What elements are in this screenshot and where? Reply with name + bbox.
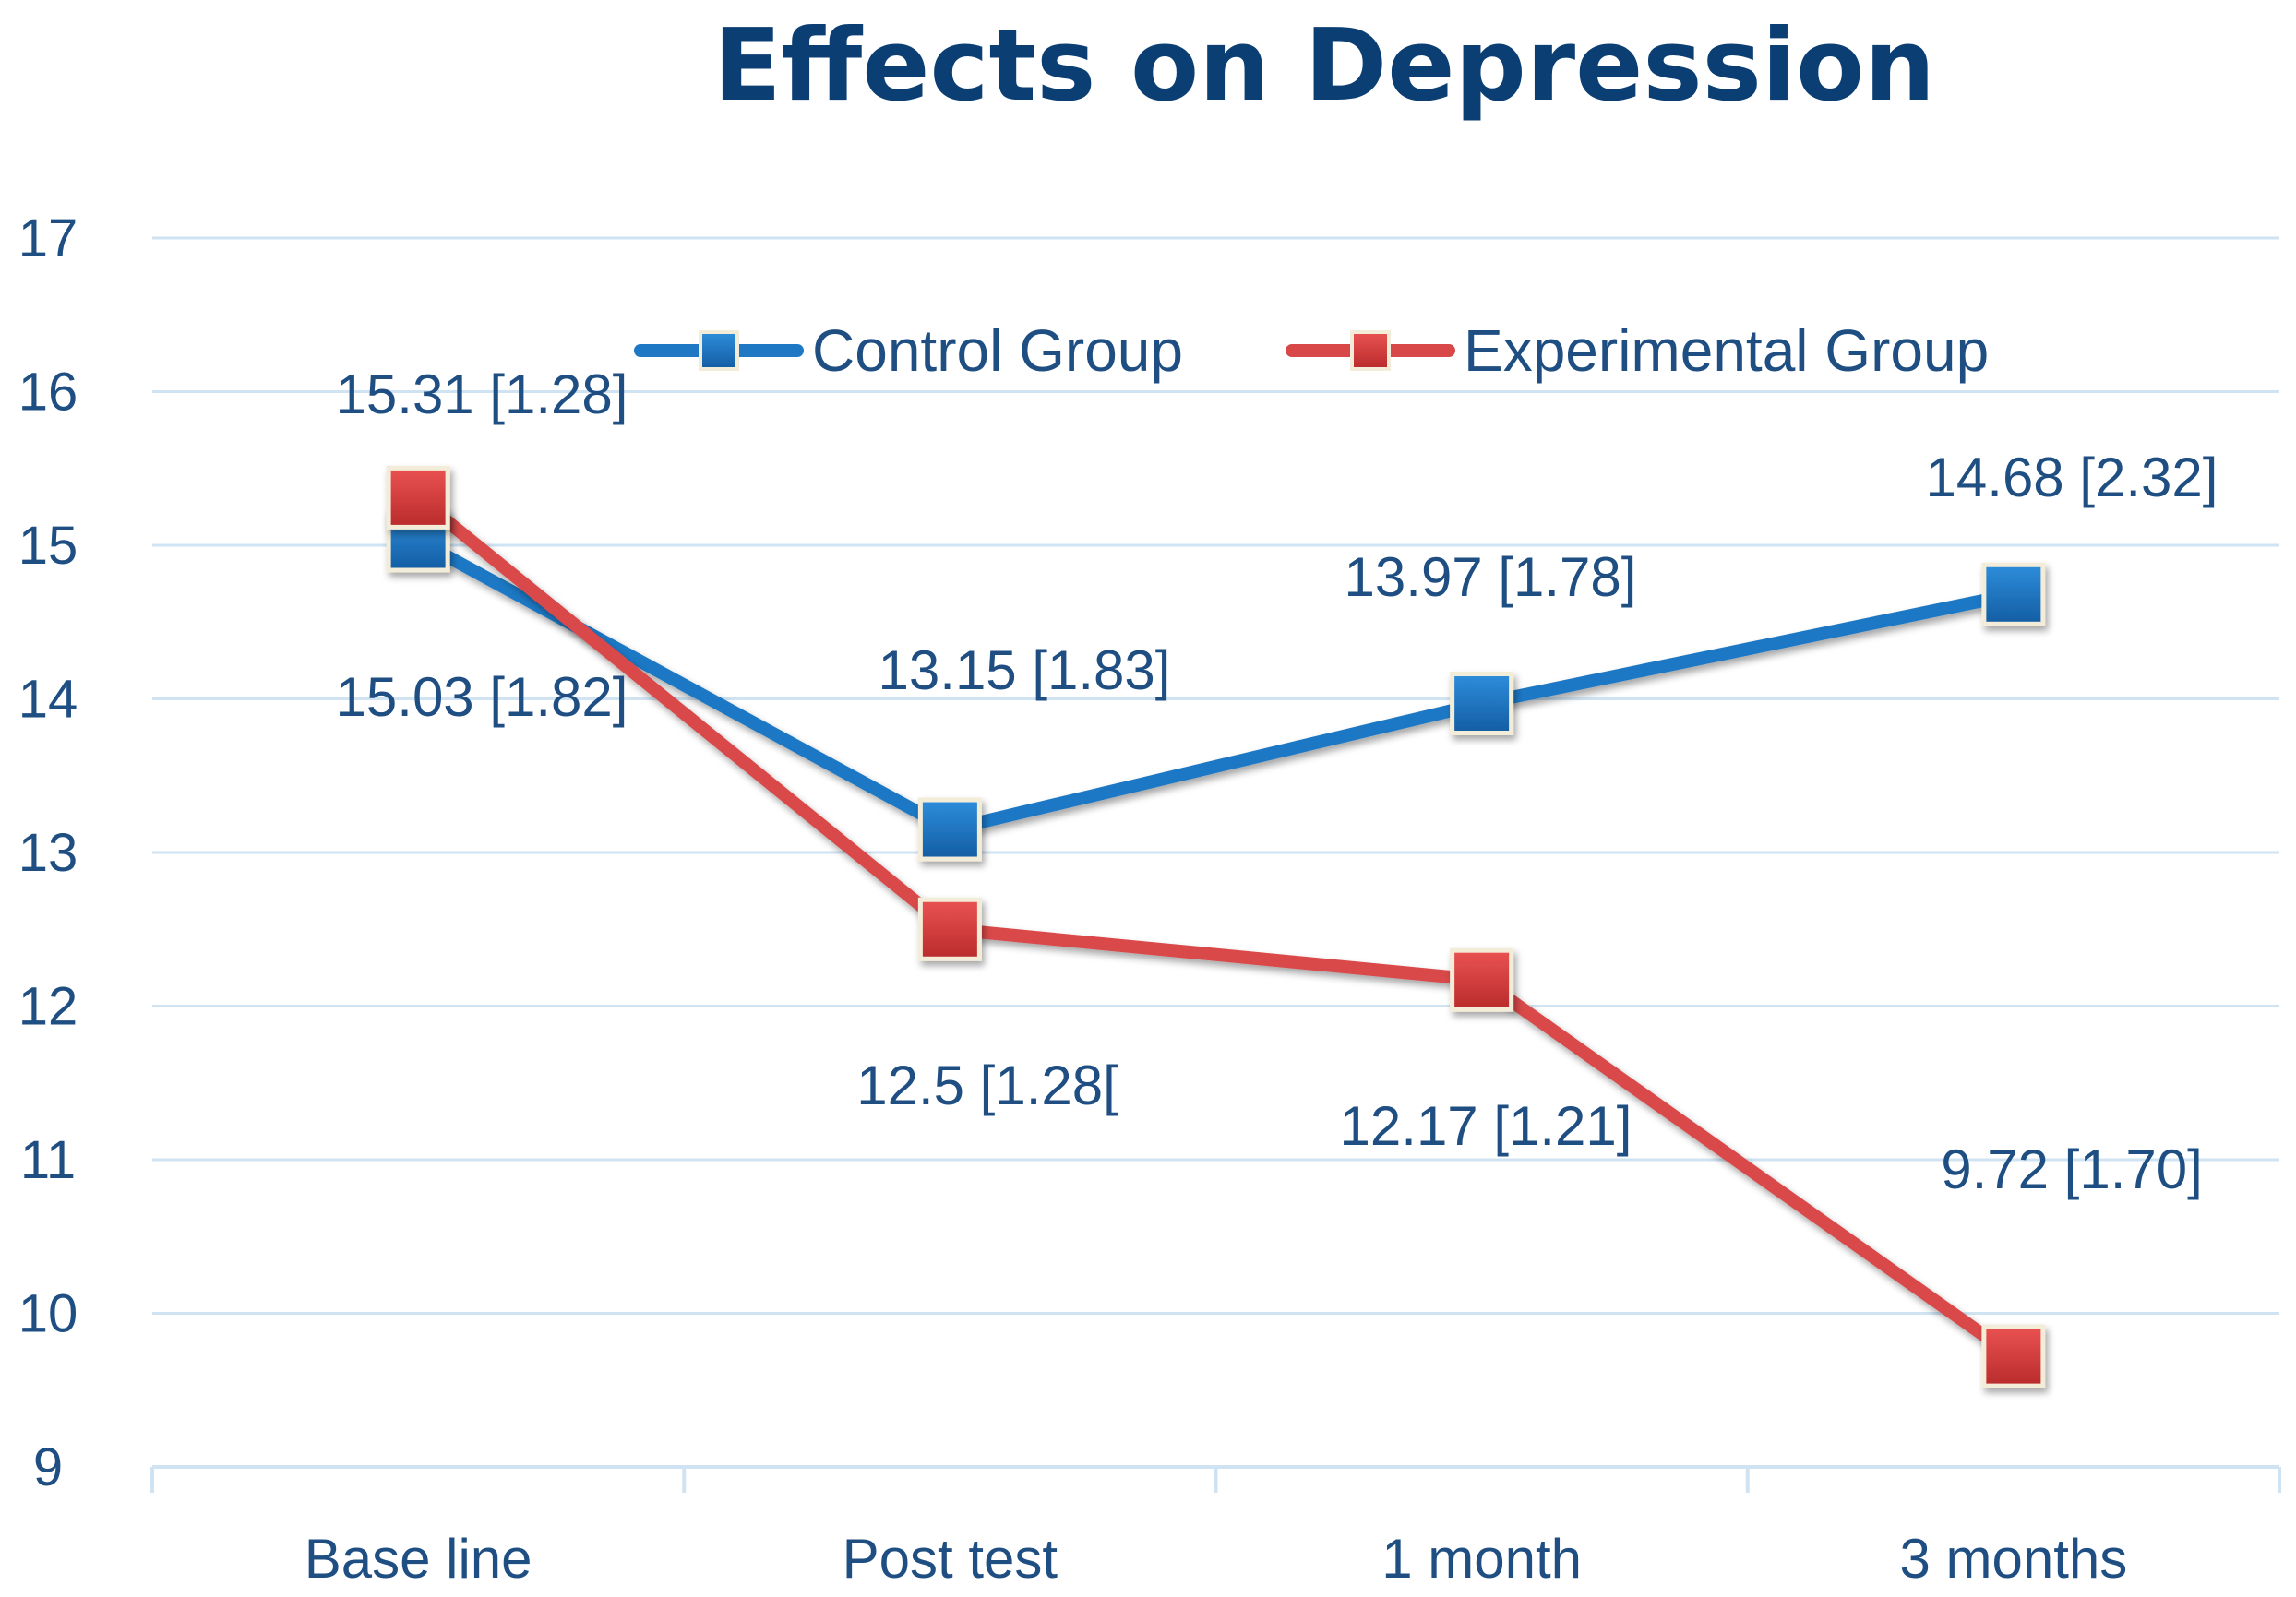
legend-label: Experimental Group	[1464, 317, 1989, 384]
data-labels: 15.03 [1.82] 13.15 [1.83] 13.97 [1.78] 14.6…	[336, 363, 2218, 1200]
x-tick-label: Base line	[305, 1528, 532, 1590]
legend-marker	[1350, 330, 1391, 371]
y-tick-label: 12	[18, 977, 78, 1037]
y-tick-label: 10	[18, 1284, 78, 1344]
legend-marker	[699, 330, 739, 371]
data-label: 13.15 [1.83]	[879, 639, 1171, 701]
x-tick-label: Post test	[843, 1528, 1058, 1590]
data-label: 14.68 [2.32]	[1926, 447, 2218, 508]
series-line	[412, 491, 2020, 1364]
y-tick-label: 11	[20, 1130, 76, 1190]
legend-item: Control Group	[634, 317, 1183, 384]
legend: Control Group Experimental Group	[634, 317, 1989, 384]
x-tick-label: 1 month	[1381, 1528, 1582, 1590]
data-point	[1981, 1324, 2046, 1388]
series-line	[412, 534, 2020, 837]
gridlines	[150, 236, 2281, 1493]
data-point	[917, 897, 982, 961]
data-point	[1981, 562, 2046, 626]
data-label: 13.97 [1.78]	[1345, 546, 1637, 608]
data-label: 12.17 [1.21]	[1340, 1095, 1632, 1157]
data-point	[386, 465, 450, 530]
y-tick-label: 17	[18, 209, 78, 268]
data-label: 12.5 [1.28[	[856, 1055, 1118, 1116]
y-axis-ticks: 9 10 11 12 13 14 15 16 17	[18, 209, 78, 1497]
legend-label: Control Group	[812, 317, 1183, 384]
y-tick-label: 13	[18, 823, 78, 883]
data-label: 9.72 [1.70]	[1941, 1138, 2203, 1200]
data-label: 15.31 [1.28]	[336, 363, 628, 425]
legend-item: Experimental Group	[1286, 317, 1989, 384]
series-lines	[386, 465, 2046, 1388]
chart-title: Effects on Depression	[713, 8, 1935, 124]
data-point	[1450, 671, 1514, 735]
y-tick-label: 16	[18, 363, 78, 423]
y-tick-label: 15	[18, 516, 78, 576]
data-point	[917, 797, 982, 862]
x-axis-ticks: Base line Post test 1 month 3 months	[305, 1528, 2128, 1590]
data-point	[1450, 947, 1514, 1012]
y-tick-label: 14	[18, 670, 78, 730]
x-tick-label: 3 months	[1899, 1528, 2127, 1590]
data-label: 15.03 [1.82]	[336, 666, 628, 728]
y-tick-label: 9	[33, 1437, 63, 1497]
